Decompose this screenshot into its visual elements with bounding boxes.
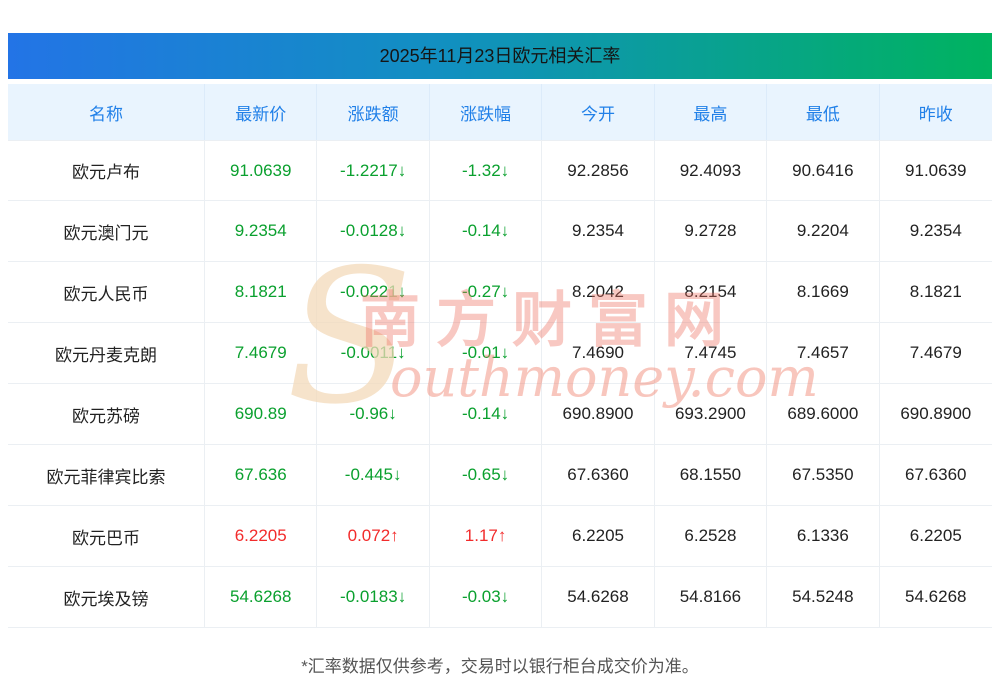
cell-latest: 91.0639 — [205, 140, 318, 201]
cell-pct: -0.14↓ — [429, 384, 543, 445]
cell-change: -1.2217↓ — [317, 140, 430, 201]
cell-prev: 690.8900 — [879, 384, 992, 445]
table-header: 名称 最新价 涨跌额 涨跌幅 今开 最高 最低 昨收 — [8, 84, 992, 140]
cell-latest: 690.89 — [205, 384, 318, 445]
cell-prev: 8.1821 — [879, 262, 992, 323]
column-header-3: 涨跌幅 — [430, 84, 543, 140]
table-row: 欧元埃及镑 54.6268 -0.0183↓ -0.03↓ 54.6268 54.8166… — [8, 567, 992, 628]
cell-pct: -0.03↓ — [429, 567, 543, 628]
cell-name: 欧元苏磅 — [8, 384, 205, 445]
cell-name: 欧元菲律宾比索 — [8, 445, 205, 506]
cell-change: -0.0011↓ — [317, 323, 430, 384]
column-header-5: 最高 — [655, 84, 768, 140]
cell-high: 8.2154 — [654, 262, 768, 323]
cell-high: 9.2728 — [654, 201, 768, 262]
cell-latest: 54.6268 — [205, 567, 318, 628]
cell-low: 90.6416 — [767, 140, 880, 201]
rate-table: 2025年11月23日欧元相关汇率 名称 最新价 涨跌额 涨跌幅 今开 最高 最低 昨收 欧元… — [8, 33, 992, 628]
table-row: 欧元人民币 8.1821 -0.0221↓ -0.27↓ 8.2042 8.2154 8.1… — [8, 262, 992, 323]
cell-prev: 91.0639 — [879, 140, 992, 201]
cell-open: 54.6268 — [542, 567, 655, 628]
cell-open: 92.2856 — [542, 140, 655, 201]
cell-change: -0.96↓ — [317, 384, 430, 445]
table-row: 欧元苏磅 690.89 -0.96↓ -0.14↓ 690.8900 693.2900 68… — [8, 384, 992, 445]
cell-latest: 8.1821 — [205, 262, 318, 323]
cell-pct: -0.65↓ — [429, 445, 543, 506]
cell-high: 6.2528 — [654, 506, 768, 567]
cell-name: 欧元埃及镑 — [8, 567, 205, 628]
cell-name: 欧元澳门元 — [8, 201, 205, 262]
cell-pct: -0.01↓ — [429, 323, 543, 384]
cell-open: 6.2205 — [542, 506, 655, 567]
cell-change: -0.0183↓ — [317, 567, 430, 628]
cell-high: 68.1550 — [654, 445, 768, 506]
cell-low: 6.1336 — [767, 506, 880, 567]
cell-open: 8.2042 — [542, 262, 655, 323]
cell-open: 67.6360 — [542, 445, 655, 506]
cell-pct: -0.27↓ — [429, 262, 543, 323]
column-header-4: 今开 — [542, 84, 655, 140]
cell-latest: 7.4679 — [205, 323, 318, 384]
cell-prev: 54.6268 — [879, 567, 992, 628]
cell-high: 693.2900 — [654, 384, 768, 445]
cell-high: 7.4745 — [654, 323, 768, 384]
cell-low: 9.2204 — [767, 201, 880, 262]
table-row: 欧元巴币 6.2205 0.072↑ 1.17↑ 6.2205 6.2528 6.1336 6… — [8, 506, 992, 567]
cell-latest: 9.2354 — [205, 201, 318, 262]
cell-name: 欧元卢布 — [8, 140, 205, 201]
table-title: 2025年11月23日欧元相关汇率 — [8, 33, 992, 79]
disclaimer-text: *汇率数据仅供参考，交易时以银行柜台成交价为准。 — [301, 657, 699, 676]
cell-low: 8.1669 — [767, 262, 880, 323]
cell-high: 92.4093 — [654, 140, 768, 201]
table-row: 欧元丹麦克朗 7.4679 -0.0011↓ -0.01↓ 7.4690 7.4745 7.… — [8, 323, 992, 384]
cell-latest: 67.636 — [205, 445, 318, 506]
cell-change: -0.0128↓ — [317, 201, 430, 262]
cell-change: -0.445↓ — [317, 445, 430, 506]
cell-prev: 67.6360 — [879, 445, 992, 506]
table-body: 欧元卢布 91.0639 -1.2217↓ -1.32↓ 92.2856 92.4093 9… — [8, 140, 992, 628]
cell-low: 689.6000 — [767, 384, 880, 445]
cell-low: 67.5350 — [767, 445, 880, 506]
column-header-0: 名称 — [8, 84, 205, 140]
cell-high: 54.8166 — [654, 567, 768, 628]
cell-name: 欧元丹麦克朗 — [8, 323, 205, 384]
column-header-2: 涨跌额 — [317, 84, 430, 140]
cell-pct: -0.14↓ — [429, 201, 543, 262]
cell-change: -0.0221↓ — [317, 262, 430, 323]
cell-low: 7.4657 — [767, 323, 880, 384]
cell-latest: 6.2205 — [205, 506, 318, 567]
cell-name: 欧元巴币 — [8, 506, 205, 567]
table-row: 欧元卢布 91.0639 -1.2217↓ -1.32↓ 92.2856 92.4093 9… — [8, 140, 992, 201]
table-row: 欧元菲律宾比索 67.636 -0.445↓ -0.65↓ 67.6360 68.1550… — [8, 445, 992, 506]
cell-name: 欧元人民币 — [8, 262, 205, 323]
cell-low: 54.5248 — [767, 567, 880, 628]
table-row: 欧元澳门元 9.2354 -0.0128↓ -0.14↓ 9.2354 9.2728 9.2… — [8, 201, 992, 262]
cell-open: 9.2354 — [542, 201, 655, 262]
column-header-7: 昨收 — [918, 104, 953, 124]
column-header-6: 最低 — [767, 84, 880, 140]
cell-open: 690.8900 — [542, 384, 655, 445]
cell-open: 7.4690 — [542, 323, 655, 384]
cell-pct: 1.17↑ — [429, 506, 543, 567]
cell-prev: 9.2354 — [879, 201, 992, 262]
cell-pct: -1.32↓ — [429, 140, 543, 201]
cell-change: 0.072↑ — [317, 506, 430, 567]
column-header-1: 最新价 — [205, 84, 318, 140]
cell-prev: 6.2205 — [879, 506, 992, 567]
cell-prev: 7.4679 — [879, 323, 992, 384]
